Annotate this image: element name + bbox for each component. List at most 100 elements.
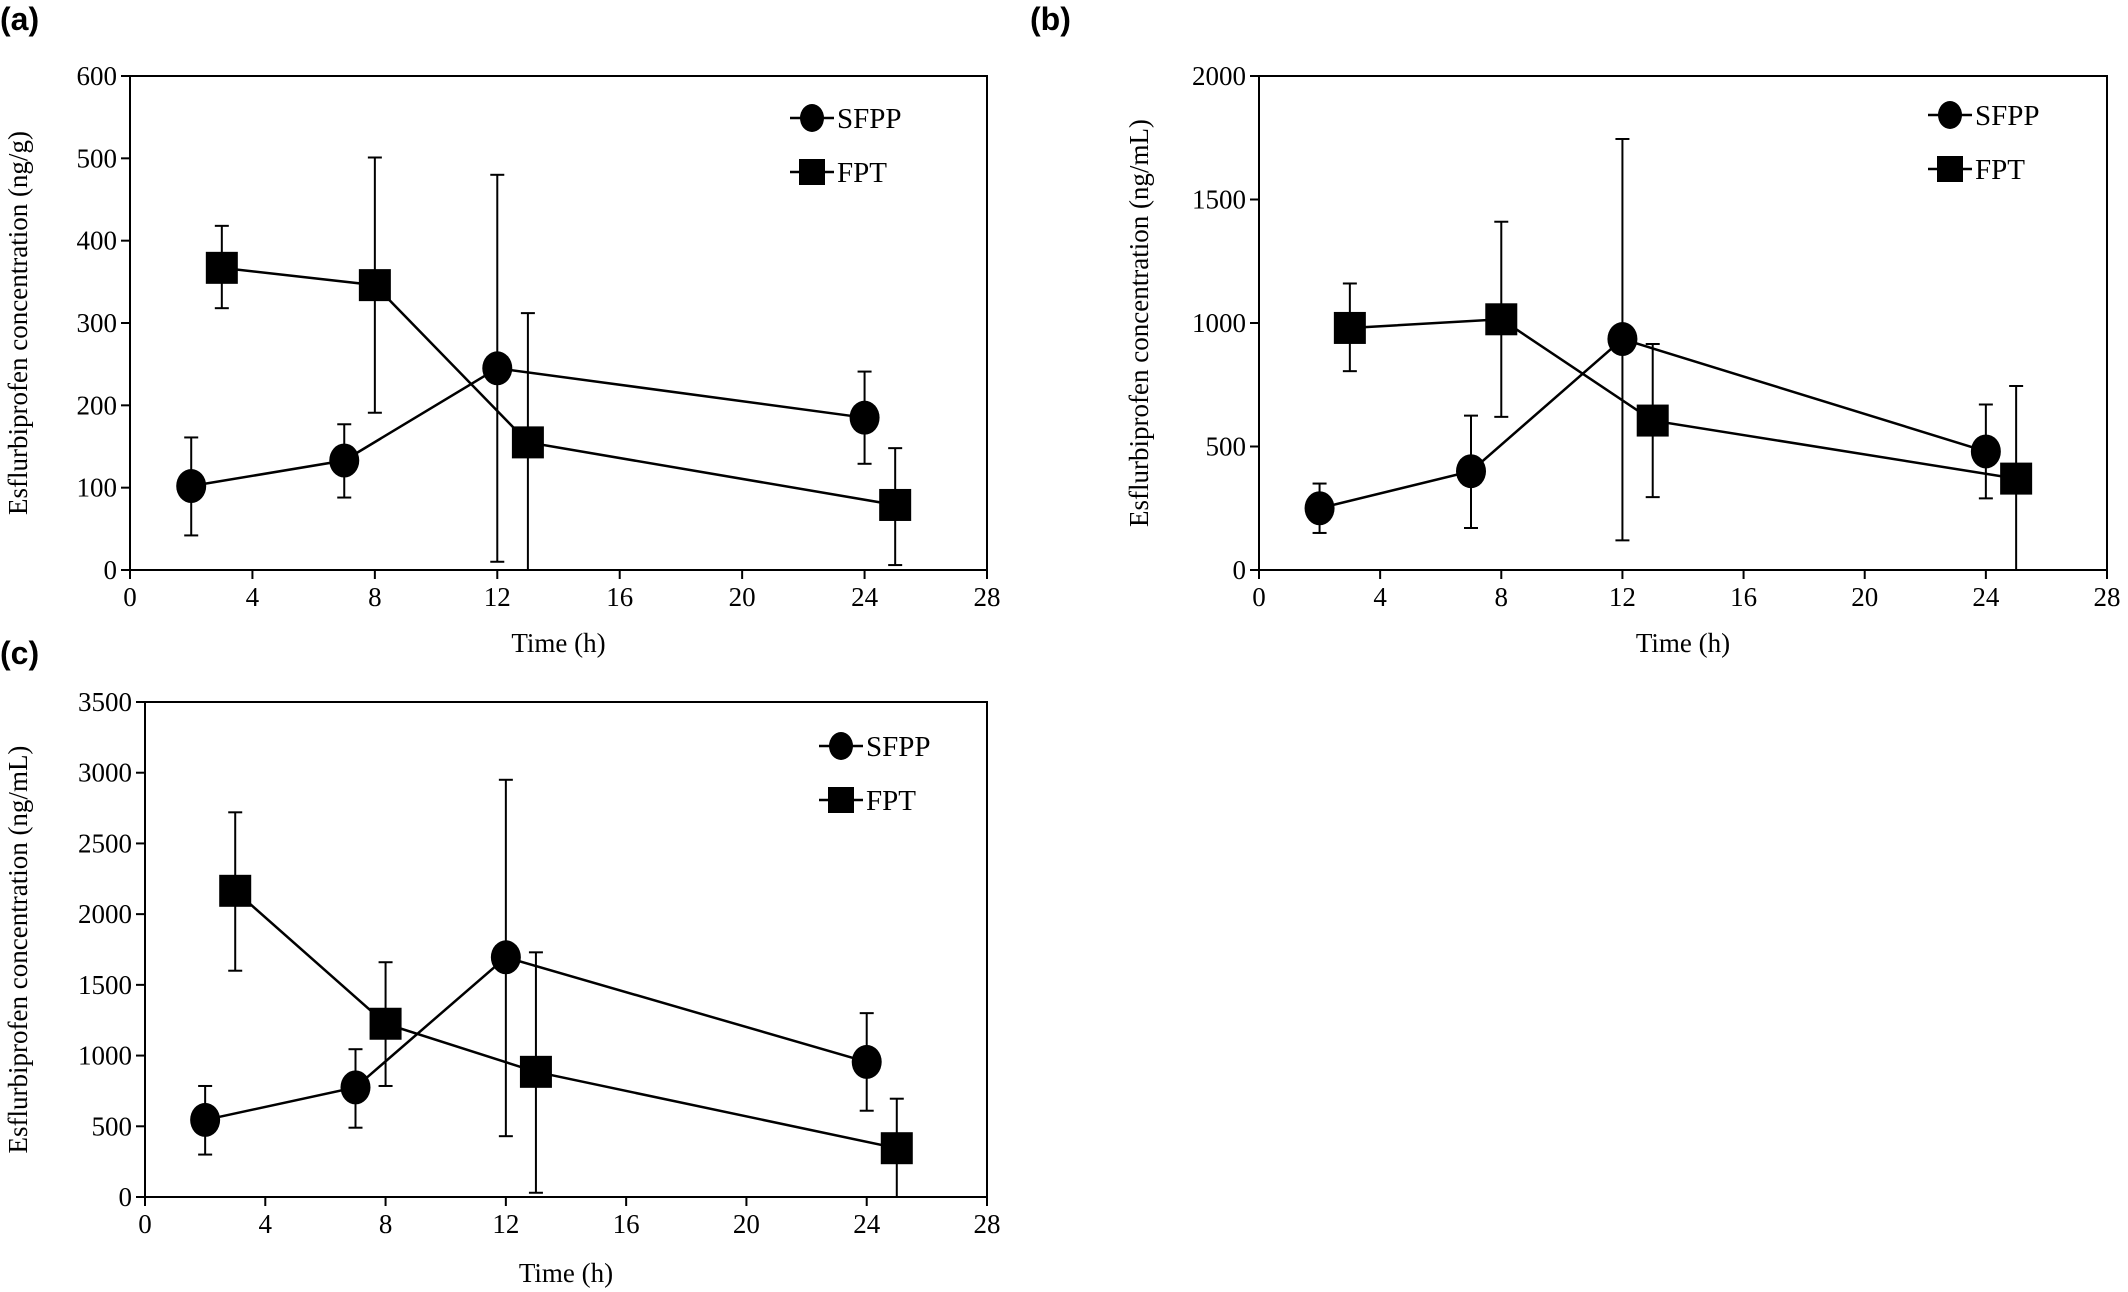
y-axis-label: Esflurbiprofen concentration (ng/g) xyxy=(3,131,33,515)
x-tick-label: 24 xyxy=(853,1209,881,1239)
x-tick-label: 0 xyxy=(138,1209,152,1239)
y-tick-label: 1500 xyxy=(1192,185,1246,215)
series-line xyxy=(221,266,896,507)
data-point-square xyxy=(511,426,544,459)
x-tick-label: 20 xyxy=(729,582,756,612)
y-tick-label: 3500 xyxy=(78,687,132,717)
data-point-square xyxy=(1636,404,1669,437)
y-tick-label: 0 xyxy=(119,1182,133,1212)
data-point-square xyxy=(205,251,238,284)
x-tick-label: 8 xyxy=(379,1209,393,1239)
series-sfpp xyxy=(176,173,880,563)
series-line xyxy=(234,889,898,1150)
series-line xyxy=(1349,318,2017,480)
x-tick-label: 4 xyxy=(259,1209,273,1239)
y-tick-label: 1500 xyxy=(78,970,132,1000)
series-fpt xyxy=(205,156,912,570)
legend-label: FPT xyxy=(866,785,916,817)
x-tick-label: 16 xyxy=(613,1209,640,1239)
legend-label: SFPP xyxy=(1975,100,2040,132)
panel-label: (c) xyxy=(0,635,39,671)
y-tick-label: 0 xyxy=(104,555,118,585)
data-point-circle xyxy=(329,443,360,478)
data-point-circle xyxy=(1304,491,1335,526)
series-line xyxy=(1319,337,1987,510)
series-fpt xyxy=(219,811,913,1197)
panel-label: (a) xyxy=(0,1,39,37)
x-tick-label: 12 xyxy=(484,582,511,612)
legend-item-sfpp: SFPP xyxy=(1928,100,2040,132)
legend-circle-marker xyxy=(800,104,824,132)
x-tick-label: 0 xyxy=(123,582,137,612)
data-point-square xyxy=(1485,303,1518,336)
y-tick-label: 400 xyxy=(77,226,118,256)
y-tick-label: 2000 xyxy=(1192,61,1246,91)
x-tick-label: 28 xyxy=(974,582,1001,612)
data-point-circle xyxy=(1607,322,1638,357)
x-tick-label: 0 xyxy=(1252,582,1266,612)
data-point-square xyxy=(358,269,391,302)
y-tick-label: 500 xyxy=(77,143,118,173)
y-tick-label: 1000 xyxy=(1192,308,1246,338)
data-point-circle xyxy=(490,940,521,975)
y-tick-label: 3000 xyxy=(78,758,132,788)
x-tick-label: 16 xyxy=(1730,582,1757,612)
legend-item-fpt: FPT xyxy=(790,157,887,189)
series-sfpp xyxy=(190,778,882,1156)
x-tick-label: 20 xyxy=(1851,582,1878,612)
legend-item-fpt: FPT xyxy=(1928,154,2025,186)
data-point-circle xyxy=(176,469,207,504)
data-point-circle xyxy=(190,1102,221,1137)
y-tick-label: 600 xyxy=(77,61,118,91)
x-tick-label: 4 xyxy=(246,582,260,612)
y-axis-label: Esflurbiprofen concentration (ng/mL) xyxy=(1124,119,1154,527)
plot-frame xyxy=(129,75,988,571)
x-axis-label: Time (h) xyxy=(511,628,605,658)
x-tick-label: 24 xyxy=(851,582,879,612)
y-tick-label: 0 xyxy=(1233,555,1247,585)
data-point-circle xyxy=(482,351,513,386)
x-tick-label: 20 xyxy=(733,1209,760,1239)
y-tick-label: 200 xyxy=(77,390,118,420)
panel-label: (b) xyxy=(1030,1,1071,37)
y-tick-label: 100 xyxy=(77,473,118,503)
panel-b: (b) 0 4 8 12 16 20 24 28 0 500 1000 1500 2000 Time (h)… xyxy=(1030,1,2121,658)
data-point-square xyxy=(519,1055,552,1088)
panel-a: (a) 0 4 8 12 16 20 24 28 0 100 200 300 400 500 600 Time … xyxy=(0,1,1001,658)
data-point-square xyxy=(879,488,912,521)
data-point-circle xyxy=(1970,434,2001,469)
data-point-square xyxy=(369,1007,402,1040)
x-tick-label: 28 xyxy=(974,1209,1001,1239)
x-tick-label: 12 xyxy=(492,1209,519,1239)
x-axis-label: Time (h) xyxy=(1636,628,1730,658)
series-fpt xyxy=(1333,220,2033,570)
y-tick-label: 500 xyxy=(92,1111,133,1141)
legend-item-sfpp: SFPP xyxy=(819,731,931,763)
series-line xyxy=(204,955,868,1122)
x-tick-label: 4 xyxy=(1373,582,1387,612)
legend-label: SFPP xyxy=(837,103,902,135)
legend-square-marker xyxy=(799,159,825,185)
data-point-square xyxy=(219,874,252,907)
x-tick-label: 8 xyxy=(1495,582,1509,612)
y-axis-label: Esflurbiprofen concentration (ng/mL) xyxy=(3,746,33,1154)
data-point-square xyxy=(1333,311,1366,344)
data-point-circle xyxy=(849,400,880,435)
y-tick-label: 300 xyxy=(77,308,118,338)
legend-circle-marker xyxy=(1938,101,1962,129)
data-point-circle xyxy=(340,1070,371,1105)
legend-square-marker xyxy=(1937,156,1963,182)
legend-square-marker xyxy=(828,787,854,813)
data-point-circle xyxy=(851,1044,882,1079)
y-tick-label: 2000 xyxy=(78,899,132,929)
panel-c: (c) 0 4 8 12 16 20 24 28 0 500 1000 1500 2000 2500 3000… xyxy=(0,635,1001,1288)
legend-label: FPT xyxy=(1975,154,2025,186)
y-tick-label: 500 xyxy=(1206,432,1247,462)
legend-label: FPT xyxy=(837,157,887,189)
data-point-square xyxy=(880,1132,913,1165)
data-point-circle xyxy=(1456,454,1486,489)
series-line xyxy=(191,366,865,488)
legend-label: SFPP xyxy=(866,731,931,763)
plot-frame xyxy=(144,701,988,1198)
